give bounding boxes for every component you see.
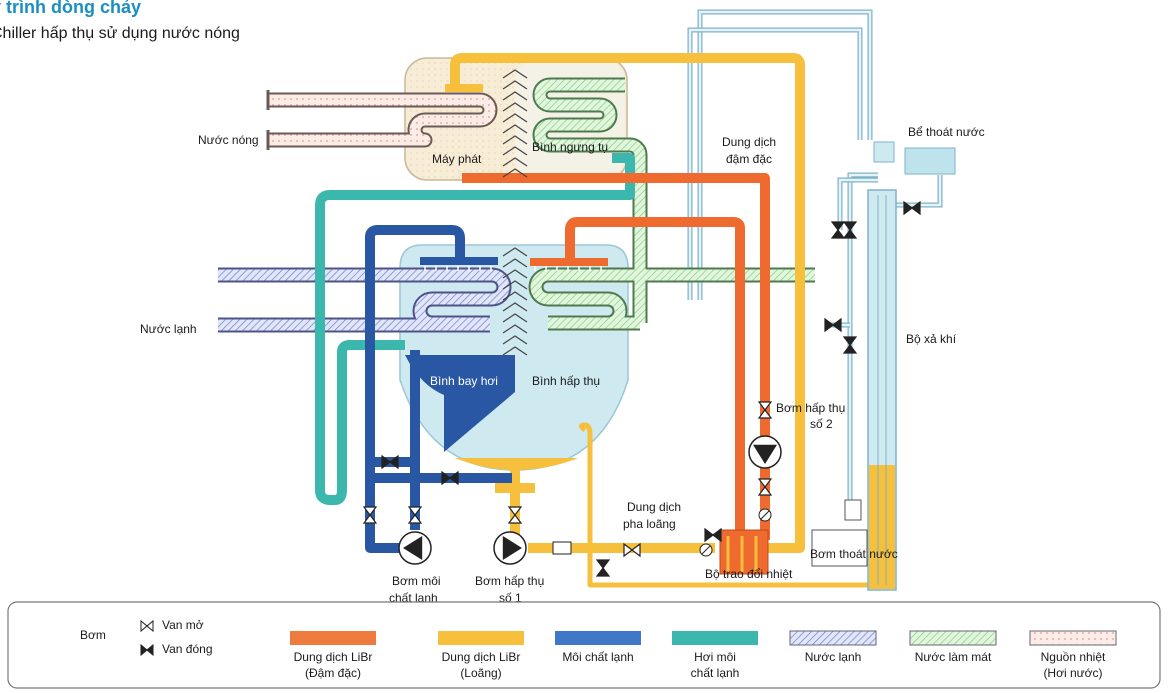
legend-label: chất lạnh [691, 666, 740, 680]
label: Bộ xả khí [906, 332, 957, 346]
label: số 2 [810, 417, 833, 431]
shape [530, 258, 608, 266]
label: Bộ trao đổi nhiệt [705, 567, 793, 581]
shape [455, 458, 578, 470]
valve [844, 337, 856, 353]
legend-label: Môi chất lạnh [562, 650, 633, 664]
legend-label: Nguồn nhiệt [1041, 650, 1106, 664]
label: đậm đặc [726, 152, 772, 166]
legend-swatch [290, 631, 376, 645]
label: pha loãng [623, 517, 676, 531]
legend-swatch [910, 631, 996, 645]
valve [597, 560, 609, 576]
label: Bơm môi [392, 574, 441, 588]
legend-label: Hơi môi [694, 650, 736, 664]
valve [825, 319, 841, 331]
label: Nước nóng [198, 133, 259, 147]
valve [705, 529, 721, 541]
label: Bơm thoát nước [810, 547, 898, 561]
title: Quy trình dòng chảy [0, 0, 141, 17]
shape [690, 30, 860, 300]
valve [844, 222, 856, 238]
legend-swatch [1030, 631, 1116, 645]
label: Dung dịch [722, 135, 776, 149]
shape [905, 148, 955, 174]
label: Bình hấp thụ [532, 374, 600, 388]
legend-swatch [555, 631, 641, 645]
legend-label: (Hơi nước) [1043, 666, 1102, 680]
label: Bơm hấp thụ [776, 401, 845, 415]
legend-label: Bơm [80, 628, 106, 642]
label: Bình ngưng tụ [532, 140, 608, 154]
legend-label: Dung dịch LiBr [294, 650, 373, 664]
legend-swatch [790, 631, 876, 645]
piping [218, 12, 955, 590]
label: Dung dịch [627, 500, 681, 514]
shape [869, 465, 895, 589]
legend-label: Van mở [162, 618, 204, 632]
shape [420, 257, 498, 265]
label: Máy phát [432, 152, 482, 166]
body: {"header": {"title": "Quy trình dòng chả… [0, 0, 1169, 693]
page: Chiller hấp thụ body { margin: 0; width:… [0, 0, 1169, 693]
shape [445, 84, 483, 92]
legend-label: (Loãng) [460, 666, 501, 680]
label: Bể thoát nước [908, 125, 985, 139]
legend-label: Nước lạnh [805, 650, 862, 664]
label: Nước lạnh [140, 322, 197, 336]
subtitle: Chiller hấp thụ sử dụng nước nóng [0, 25, 240, 42]
label: Bơm hấp thụ [475, 574, 544, 588]
legend-label: Dung dịch LiBr [442, 650, 521, 664]
shape [895, 175, 940, 205]
shape [874, 142, 894, 162]
shape [845, 500, 861, 520]
legend-label: Van đóng [162, 642, 213, 656]
legend-label: (Đậm đặc) [305, 666, 361, 680]
legend-swatch [672, 631, 758, 645]
legend-label: Nước làm mát [915, 650, 992, 664]
diagram: Quy trình dòng chảy Chiller hấp thụ sử d… [0, 0, 1169, 693]
shape [690, 30, 860, 300]
shape [895, 175, 940, 205]
legend-swatch [438, 631, 524, 645]
strainer [553, 542, 571, 554]
label: Bình bay hơi [430, 374, 498, 388]
legend: Bơm Van mở Van đóng Dung dịch LiBr (Đậm đ… [8, 602, 1160, 688]
